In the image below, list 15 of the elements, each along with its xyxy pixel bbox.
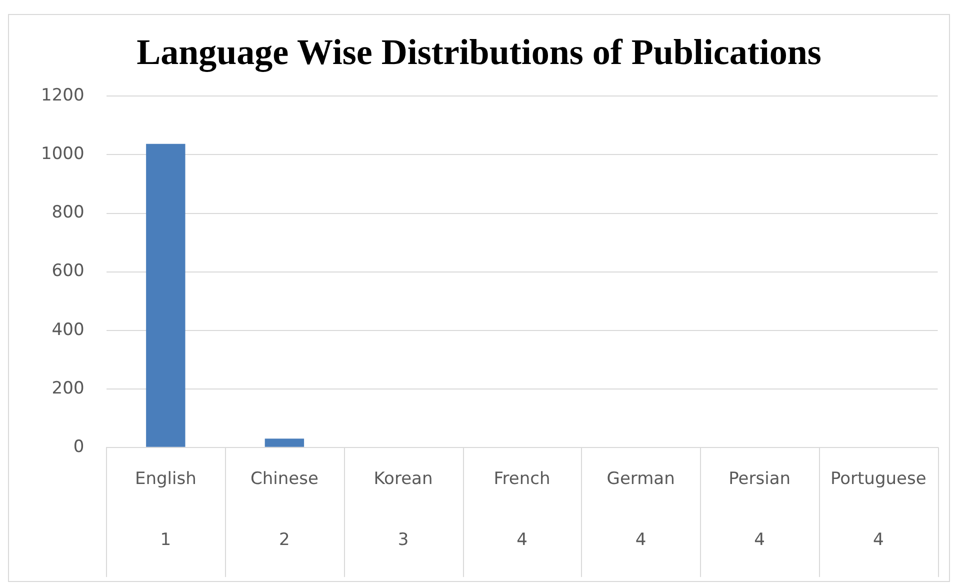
category-label: Persian 4 — [728, 469, 791, 550]
y-tick-label: 400 — [52, 320, 84, 340]
category-label: Portuguese 4 — [830, 469, 926, 550]
category-label: German 4 — [606, 469, 675, 550]
y-tick-label: 200 — [52, 378, 84, 398]
chart-title: Language Wise Distributions of Publications — [136, 32, 822, 72]
category-label: Korean 3 — [374, 469, 433, 550]
category-label: Chinese 2 — [250, 469, 318, 550]
category-label: French 4 — [494, 469, 550, 550]
y-tick-label: 600 — [52, 261, 84, 282]
y-tick-label: 1200 — [41, 86, 84, 106]
y-tick-label: 1000 — [41, 144, 84, 164]
category-label: English 1 — [134, 469, 196, 550]
y-tick-label: 0 — [73, 436, 84, 457]
y-tick-label: 800 — [52, 202, 84, 223]
